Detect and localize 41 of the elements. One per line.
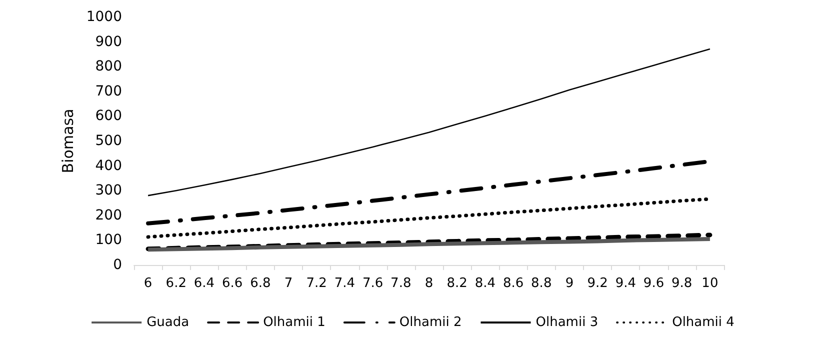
y-tick-label: 500 bbox=[95, 133, 122, 149]
y-tick-label: 1000 bbox=[86, 9, 122, 25]
legend-label: Olhamii 3 bbox=[536, 315, 598, 330]
y-axis-title: Biomasa bbox=[58, 108, 77, 174]
y-tick-label: 0 bbox=[113, 257, 122, 273]
x-tick-label: 6.6 bbox=[222, 276, 243, 291]
x-tick-label: 8.2 bbox=[446, 276, 468, 291]
x-tick-label: 7.6 bbox=[362, 276, 384, 291]
x-tick-label: 7.8 bbox=[390, 276, 412, 291]
y-tick-label: 700 bbox=[95, 83, 122, 100]
x-tick-label: 8.4 bbox=[474, 276, 496, 291]
x-tick-label: 9 bbox=[565, 276, 574, 291]
legend-label: Olhamii 2 bbox=[399, 315, 462, 330]
x-tick-label: 9.2 bbox=[587, 276, 608, 291]
x-tick-label: 9.8 bbox=[672, 276, 692, 291]
x-tick-label: 6.8 bbox=[250, 276, 271, 291]
x-tick-label: 9.4 bbox=[615, 276, 636, 291]
line-series bbox=[146, 232, 712, 252]
y-tick-label: 800 bbox=[95, 58, 122, 75]
y-tick-label: 400 bbox=[95, 158, 122, 174]
y-tick-label: 300 bbox=[95, 182, 122, 199]
x-tick-label: 8.6 bbox=[502, 276, 524, 291]
y-tick-label: 600 bbox=[95, 108, 122, 124]
y-tick-label: 100 bbox=[95, 232, 122, 248]
x-tick-label: 6 bbox=[144, 276, 152, 291]
y-tick-label: 900 bbox=[95, 34, 122, 50]
x-tick-label: 8.8 bbox=[531, 276, 552, 291]
line-series bbox=[147, 48, 711, 196]
legend-label: Olhamii 4 bbox=[672, 315, 734, 330]
x-tick-label: 7 bbox=[284, 276, 293, 291]
x-tick-label: 6.4 bbox=[194, 276, 215, 291]
line-series bbox=[146, 236, 712, 252]
y-tick-label: 200 bbox=[95, 207, 122, 224]
x-tick-label: 7.2 bbox=[306, 276, 327, 291]
x-tick-label: 10 bbox=[702, 276, 718, 291]
legend-label: Olhamii 1 bbox=[263, 315, 326, 330]
x-tick-label: 9.6 bbox=[643, 276, 664, 291]
x-tick-label: 8 bbox=[424, 276, 434, 291]
legend-label: Guada bbox=[146, 315, 190, 330]
x-tick-label: 7.4 bbox=[334, 276, 356, 291]
x-tick-label: 6.2 bbox=[166, 276, 186, 291]
